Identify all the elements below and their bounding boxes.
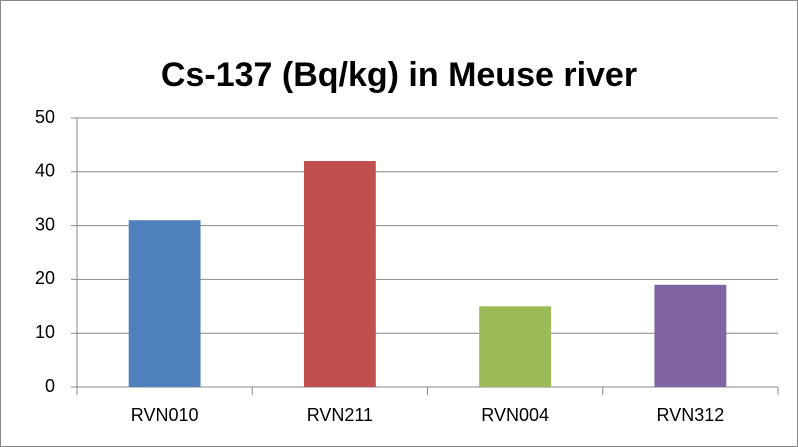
bar [654, 284, 727, 387]
bar [479, 306, 552, 387]
x-tick-label: RVN010 [131, 405, 199, 425]
y-tick-label: 40 [35, 161, 55, 181]
x-tick-label: RVN004 [481, 405, 549, 425]
chart-title: Cs-137 (Bq/kg) in Meuse river [161, 56, 637, 94]
bar [303, 161, 376, 387]
bar [128, 220, 201, 387]
y-tick-label: 10 [35, 322, 55, 342]
y-tick-label: 0 [45, 376, 55, 396]
y-tick-label: 50 [35, 107, 55, 127]
y-tick-label: 30 [35, 214, 55, 234]
x-tick-label: RVN312 [657, 405, 725, 425]
y-tick-label: 20 [35, 268, 55, 288]
x-tick-label: RVN211 [307, 405, 373, 425]
